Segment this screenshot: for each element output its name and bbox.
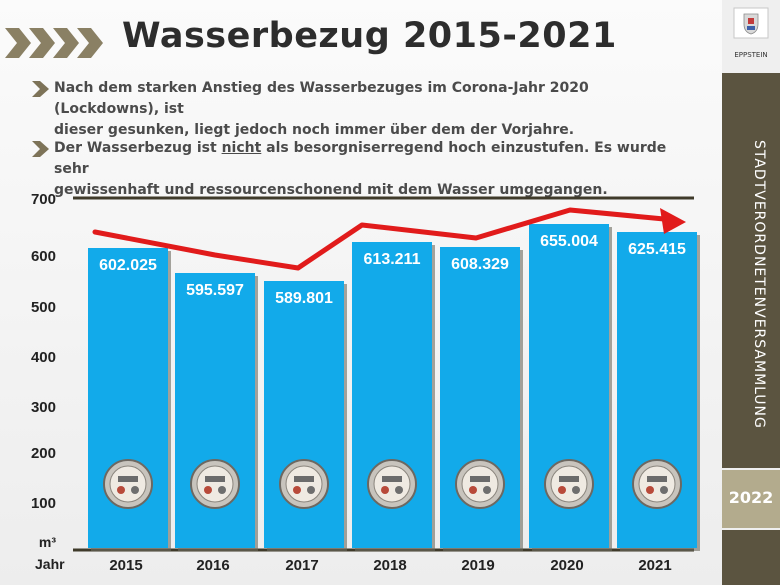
sidebar-year-box <box>722 470 780 528</box>
trend-arrowhead <box>660 208 686 234</box>
sidebar-footer-band <box>722 530 780 585</box>
bar-value-label: 625.415 <box>628 241 686 258</box>
trend-line <box>92 207 667 271</box>
bar-chart: 700 600 500 400 300 200 100 m³ Jahr 602.025 2015 59… <box>31 191 700 574</box>
water-meter-icon <box>632 459 682 509</box>
bar-value-label: 602.025 <box>99 257 157 274</box>
y-tick-label: 200 <box>31 445 56 462</box>
y-tick-label: 400 <box>31 349 56 366</box>
sidebar-year: 2022 <box>728 488 774 507</box>
sidebar-vertical-title: STADTVERORDNETENVERSAMMLUNG <box>751 140 767 429</box>
water-meter-icon <box>190 459 240 509</box>
x-tick-label: 2016 <box>196 557 229 574</box>
bar-value-label: 608.329 <box>451 256 509 273</box>
chevron-decoration-icon <box>5 28 103 58</box>
page-title: Wasserbezug 2015-2021 <box>122 16 617 56</box>
chevron-bullet-icon <box>32 81 49 97</box>
eppstein-logo: EPPSTEIN <box>722 0 780 70</box>
water-meter-icon <box>103 459 153 509</box>
bullet-1: Nach dem starken Anstieg des Wasserbezug… <box>32 78 674 141</box>
x-tick-label: 2021 <box>638 557 671 574</box>
bullet-2-post: als besorgniserregend hoch einzustufen. … <box>54 140 667 177</box>
y-tick-label: 100 <box>31 495 56 512</box>
bar-value-label: 589.801 <box>275 290 333 307</box>
bullet-2-line-2: gewissenhaft und ressourcenschonend mit … <box>54 182 608 198</box>
x-tick-label: 2015 <box>109 557 142 574</box>
x-tick-label: 2017 <box>285 557 318 574</box>
sidebar-band <box>722 73 780 468</box>
sidebar: EPPSTEIN STADTVERORDNETENVERSAMMLUNG 202… <box>722 0 780 585</box>
bullet-1-line-1: Nach dem starken Anstieg des Wasserbezug… <box>54 80 589 117</box>
x-tick-label: 2020 <box>550 557 583 574</box>
bullet-2: Der Wasserbezug ist nicht als besorgnise… <box>32 138 674 201</box>
y-tick-label: 600 <box>31 248 56 265</box>
bar-value-label: 613.211 <box>364 251 421 268</box>
bar-value-label: 655.004 <box>540 233 598 250</box>
water-meter-icon <box>544 459 594 509</box>
x-tick-label: 2019 <box>461 557 494 574</box>
bullet-2-pre: Der Wasserbezug ist <box>54 140 222 156</box>
y-tick-label: 700 <box>31 191 56 208</box>
y-axis-label: m³ <box>39 534 56 550</box>
logo-label: EPPSTEIN <box>734 51 768 59</box>
bullet-2-line-1: Der Wasserbezug ist nicht als besorgnise… <box>54 138 674 180</box>
water-meter-icon <box>455 459 505 509</box>
water-meter-icon <box>367 459 417 509</box>
water-meter-icon <box>279 459 329 509</box>
chevron-bullet-icon <box>32 141 49 157</box>
bar-value-label: 595.597 <box>186 282 244 299</box>
y-tick-label: 500 <box>31 299 56 316</box>
x-tick-label: 2018 <box>373 557 406 574</box>
bullet-1-line-2: dieser gesunken, liegt jedoch noch immer… <box>54 122 575 138</box>
coat-of-arms-icon <box>733 7 769 39</box>
bullet-2-emphasis: nicht <box>221 140 262 156</box>
x-axis-label: Jahr <box>35 556 65 572</box>
y-tick-label: 300 <box>31 399 56 416</box>
